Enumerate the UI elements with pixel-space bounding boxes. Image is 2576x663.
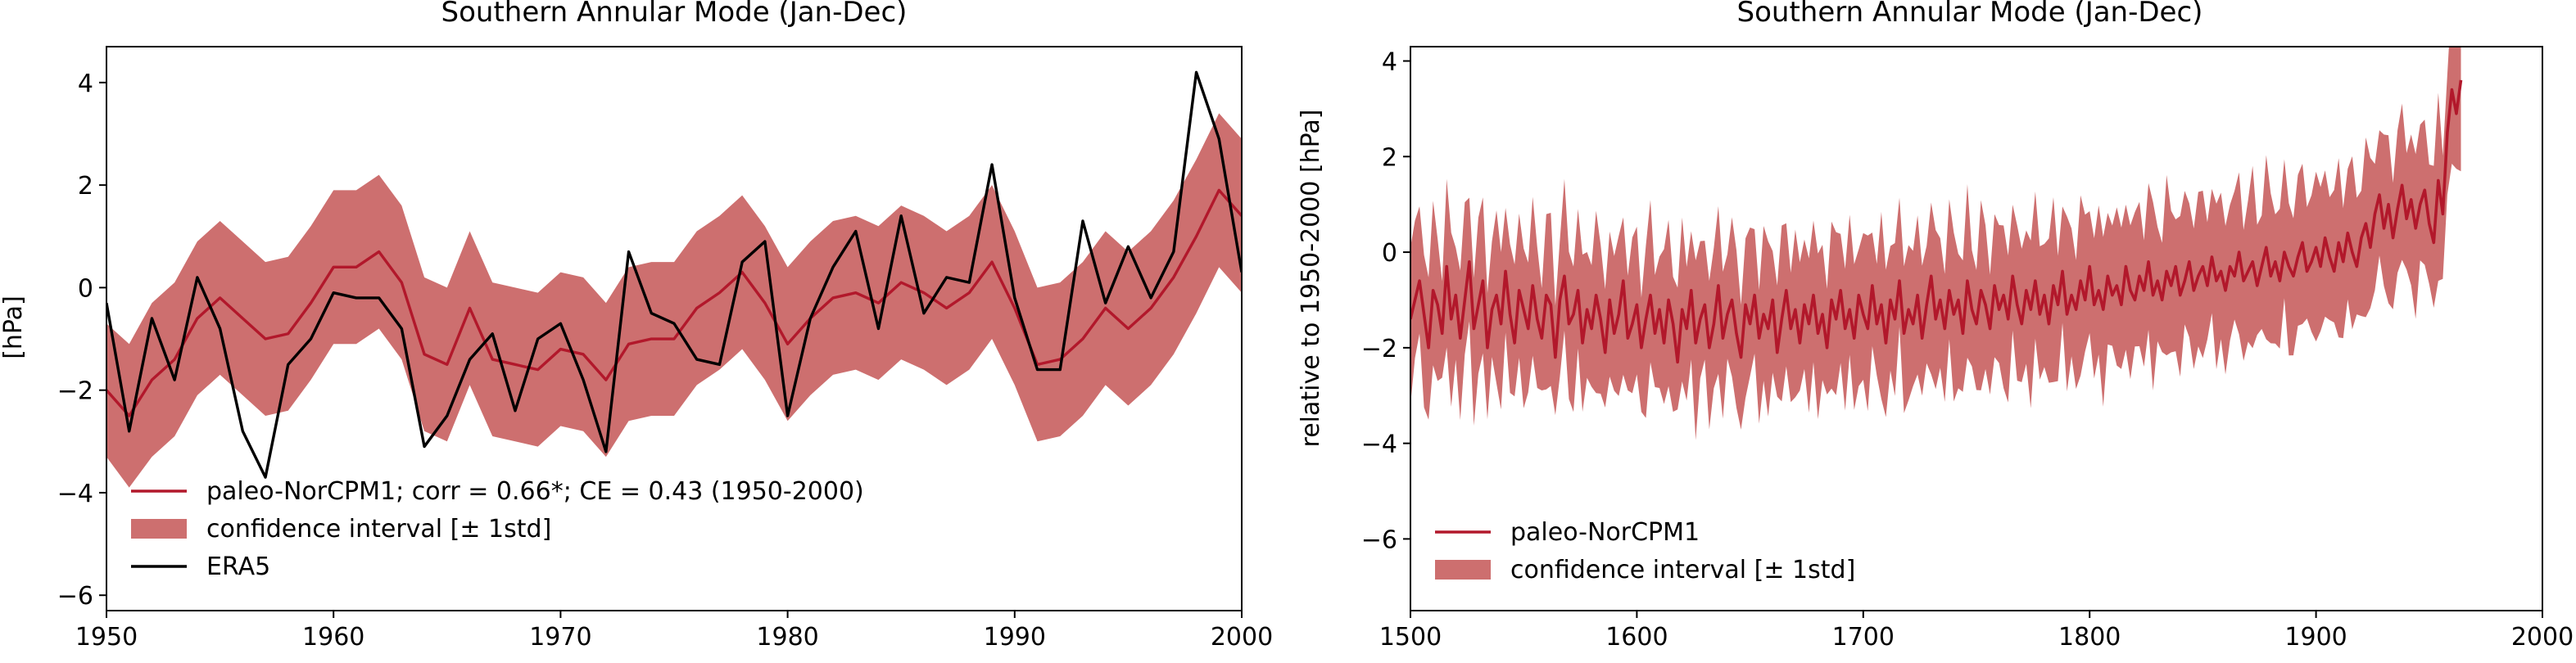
- right-y-tick-label: 4: [1382, 48, 1397, 77]
- right-x-tick-label: 1800: [2058, 623, 2121, 652]
- right-x-tick-label: 1700: [1832, 623, 1895, 652]
- right-legend-band-swatch: [1435, 560, 1491, 580]
- left-y-tick-label: 0: [78, 274, 93, 303]
- left-chart-title: Southern Annular Mode (Jan-Dec): [441, 0, 908, 29]
- right-legend-label: paleo-NorCPM1: [1510, 518, 1700, 547]
- left-x-tick-label: 1980: [756, 623, 818, 652]
- right-legend-label: confidence interval [± 1std]: [1510, 556, 1855, 584]
- right-y-tick-label: −6: [1361, 525, 1397, 554]
- left-x-tick-label: 1960: [302, 623, 364, 652]
- left-x-tick-label: 1990: [984, 623, 1046, 652]
- right-chart-title: Southern Annular Mode (Jan-Dec): [1737, 0, 2203, 29]
- left-legend: paleo-NorCPM1; corr = 0.66*; CE = 0.43 (…: [131, 477, 864, 581]
- left-y-tick-label: −2: [57, 377, 93, 406]
- left-legend-label: confidence interval [± 1std]: [206, 515, 551, 543]
- right-y-tick-label: −4: [1361, 431, 1397, 459]
- right-y-tick-label: 2: [1382, 143, 1397, 172]
- right-x-tick-label: 1600: [1605, 623, 1668, 652]
- left-y-tick-label: −4: [57, 480, 93, 508]
- left-x-tick-label: 1970: [529, 623, 591, 652]
- right-y-tick-label: 0: [1382, 239, 1397, 268]
- left-chart-panel: Southern Annular Mode (Jan-Dec) [hPa] 19…: [0, 0, 1273, 652]
- left-legend-label: paleo-NorCPM1; corr = 0.66*; CE = 0.43 (…: [206, 477, 864, 506]
- left-y-tick-label: 4: [78, 70, 93, 98]
- left-x-tick-label: 2000: [1211, 623, 1273, 652]
- left-y-tick-label: 2: [78, 172, 93, 201]
- right-legend: paleo-NorCPM1 confidence interval [± 1std…: [1435, 518, 1855, 584]
- left-era5-line: [106, 70, 1242, 479]
- left-axes-frame: [106, 46, 1243, 611]
- left-confidence-band: [106, 113, 1242, 488]
- right-confidence-band: [1410, 47, 2461, 440]
- left-legend-label: ERA5: [206, 552, 270, 581]
- right-x-tick-label: 2000: [2511, 623, 2574, 652]
- left-y-axis-label: [hPa]: [0, 295, 28, 359]
- right-axes-frame: [1410, 46, 2543, 611]
- right-x-tick-label: 1900: [2284, 623, 2347, 652]
- left-y-tick-label: −6: [57, 582, 93, 611]
- left-legend-band-swatch: [131, 519, 187, 539]
- right-chart-panel: Southern Annular Mode (Jan-Dec) relative…: [1297, 0, 2574, 652]
- right-y-tick-label: −2: [1361, 335, 1397, 363]
- right-x-tick-label: 1500: [1379, 623, 1442, 652]
- left-model-line: [106, 188, 1242, 417]
- right-model-line: [1410, 79, 2463, 364]
- right-y-axis-label: relative to 1950-2000 [hPa]: [1297, 110, 1325, 448]
- left-x-tick-label: 1950: [75, 623, 138, 652]
